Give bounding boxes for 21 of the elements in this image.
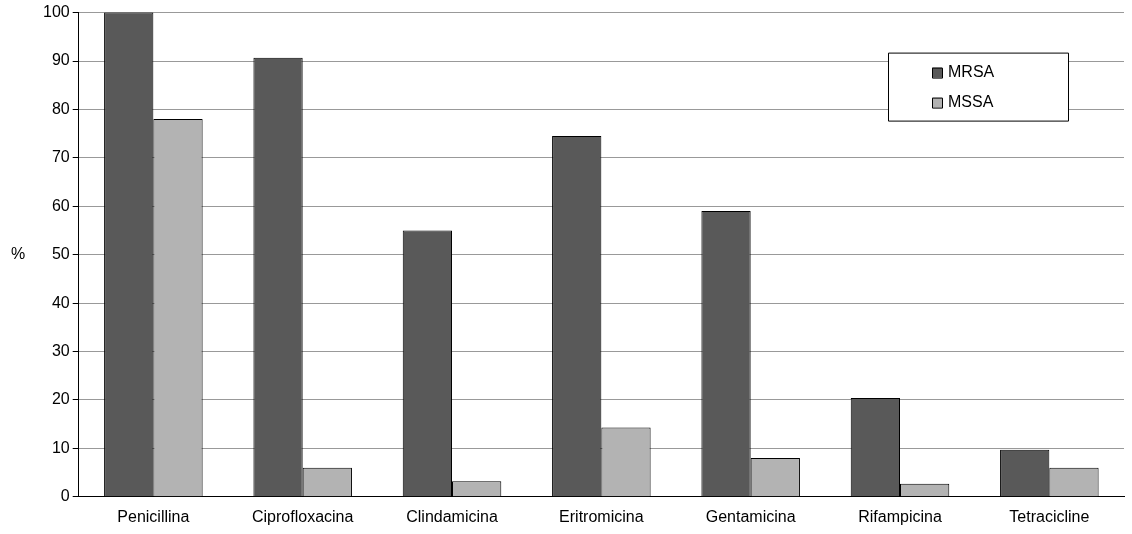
y-tick-label: 60: [51, 196, 70, 214]
y-tick-label: 70: [51, 148, 70, 166]
y-tick-label: 0: [60, 487, 70, 505]
y-tick-label: 30: [51, 341, 70, 359]
x-tick-label: Clindamicina: [406, 507, 498, 525]
y-tick-label: 10: [51, 438, 70, 456]
y-tick-label: 20: [51, 390, 70, 408]
y-tick-label: 40: [51, 293, 70, 311]
y-tick-label: 50: [51, 245, 70, 263]
x-tick-label: Rifampicina: [858, 507, 942, 525]
x-tick-label: Eritromicina: [559, 507, 644, 525]
x-tick-label: Gentamicina: [705, 507, 796, 525]
x-tick-label: Tetracicline: [1009, 507, 1090, 525]
x-tick-label: Ciprofloxacina: [251, 507, 354, 525]
x-tick-label: Penicillina: [117, 507, 190, 525]
y-tick-label: 100: [42, 3, 70, 21]
y-axis-title: %: [10, 245, 26, 263]
legend-label: MRSA: [948, 63, 995, 81]
y-tick-label: 90: [51, 51, 70, 69]
y-tick-label: 80: [51, 99, 70, 117]
legend-label: MSSA: [948, 93, 994, 111]
